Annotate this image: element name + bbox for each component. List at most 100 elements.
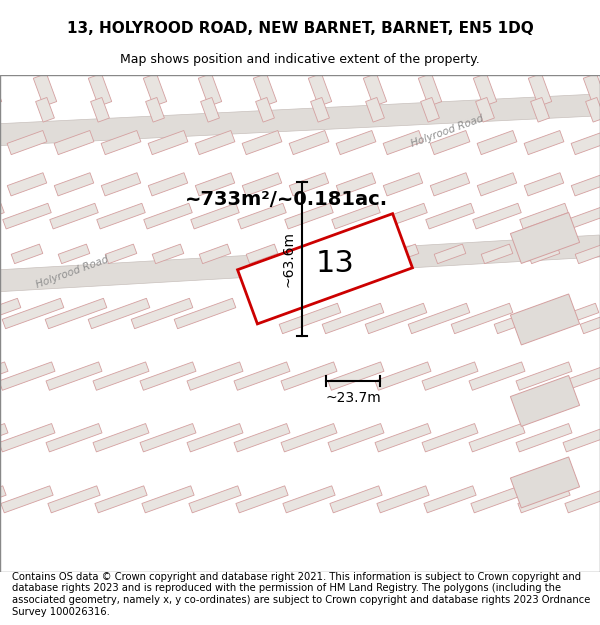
Polygon shape	[434, 244, 466, 264]
Polygon shape	[365, 303, 427, 334]
Polygon shape	[451, 303, 513, 334]
Text: 13: 13	[316, 249, 355, 278]
Polygon shape	[2, 298, 64, 329]
Polygon shape	[516, 362, 572, 390]
Polygon shape	[187, 362, 243, 390]
Polygon shape	[421, 98, 439, 122]
Polygon shape	[473, 203, 521, 229]
Polygon shape	[469, 424, 525, 452]
Polygon shape	[256, 98, 274, 122]
Polygon shape	[0, 486, 6, 513]
Polygon shape	[383, 173, 423, 196]
Polygon shape	[528, 244, 560, 264]
Polygon shape	[279, 303, 341, 334]
Polygon shape	[242, 173, 282, 196]
Polygon shape	[0, 424, 55, 452]
Polygon shape	[253, 74, 277, 106]
Polygon shape	[48, 486, 100, 513]
Polygon shape	[516, 424, 572, 452]
Polygon shape	[336, 131, 376, 154]
Polygon shape	[236, 486, 288, 513]
Polygon shape	[0, 298, 21, 329]
Polygon shape	[88, 298, 150, 329]
Polygon shape	[328, 362, 384, 390]
Polygon shape	[524, 173, 564, 196]
Polygon shape	[46, 424, 102, 452]
Polygon shape	[289, 131, 329, 154]
Polygon shape	[387, 244, 419, 264]
Polygon shape	[583, 74, 600, 106]
Polygon shape	[101, 173, 141, 196]
Text: Contains OS data © Crown copyright and database right 2021. This information is : Contains OS data © Crown copyright and d…	[12, 572, 590, 617]
Polygon shape	[0, 94, 600, 146]
Polygon shape	[565, 486, 600, 513]
Polygon shape	[422, 362, 478, 390]
Polygon shape	[198, 74, 222, 106]
Polygon shape	[537, 303, 599, 334]
Polygon shape	[95, 486, 147, 513]
Polygon shape	[234, 362, 290, 390]
Polygon shape	[146, 98, 164, 122]
Polygon shape	[511, 294, 580, 345]
Polygon shape	[471, 486, 523, 513]
Polygon shape	[418, 74, 442, 106]
Polygon shape	[144, 203, 192, 229]
Polygon shape	[586, 98, 600, 122]
Polygon shape	[101, 131, 141, 154]
Polygon shape	[0, 424, 8, 452]
Polygon shape	[0, 74, 2, 106]
Polygon shape	[289, 173, 329, 196]
Text: Holyrood Road: Holyrood Road	[410, 114, 485, 149]
Polygon shape	[494, 303, 556, 334]
Polygon shape	[293, 244, 325, 264]
Polygon shape	[246, 244, 278, 264]
Polygon shape	[33, 74, 57, 106]
Polygon shape	[408, 303, 470, 334]
Polygon shape	[511, 457, 580, 508]
Polygon shape	[580, 303, 600, 334]
Text: Map shows position and indicative extent of the property.: Map shows position and indicative extent…	[120, 52, 480, 66]
Polygon shape	[242, 131, 282, 154]
Polygon shape	[97, 203, 145, 229]
Polygon shape	[195, 131, 235, 154]
Polygon shape	[477, 173, 517, 196]
Polygon shape	[511, 376, 580, 426]
Polygon shape	[50, 203, 98, 229]
Polygon shape	[469, 362, 525, 390]
Polygon shape	[35, 98, 55, 122]
Polygon shape	[476, 98, 494, 122]
Polygon shape	[365, 98, 385, 122]
Polygon shape	[93, 362, 149, 390]
Polygon shape	[11, 244, 43, 264]
Polygon shape	[174, 298, 236, 329]
Polygon shape	[58, 244, 90, 264]
Polygon shape	[93, 424, 149, 452]
Polygon shape	[524, 131, 564, 154]
Polygon shape	[567, 203, 600, 229]
Polygon shape	[238, 203, 286, 229]
Polygon shape	[0, 235, 600, 292]
Polygon shape	[330, 486, 382, 513]
Polygon shape	[91, 98, 109, 122]
Polygon shape	[238, 214, 412, 324]
Polygon shape	[148, 131, 188, 154]
Polygon shape	[281, 424, 337, 452]
Polygon shape	[377, 486, 429, 513]
Polygon shape	[285, 203, 333, 229]
Polygon shape	[430, 173, 470, 196]
Polygon shape	[422, 424, 478, 452]
Polygon shape	[575, 244, 600, 264]
Polygon shape	[105, 244, 137, 264]
Polygon shape	[375, 362, 431, 390]
Polygon shape	[143, 74, 167, 106]
Text: Holyrood Road: Holyrood Road	[35, 254, 110, 289]
Polygon shape	[187, 424, 243, 452]
Polygon shape	[54, 173, 94, 196]
Polygon shape	[148, 173, 188, 196]
Polygon shape	[477, 131, 517, 154]
Polygon shape	[336, 173, 376, 196]
Polygon shape	[189, 486, 241, 513]
Polygon shape	[195, 173, 235, 196]
Polygon shape	[473, 74, 497, 106]
Polygon shape	[200, 98, 220, 122]
